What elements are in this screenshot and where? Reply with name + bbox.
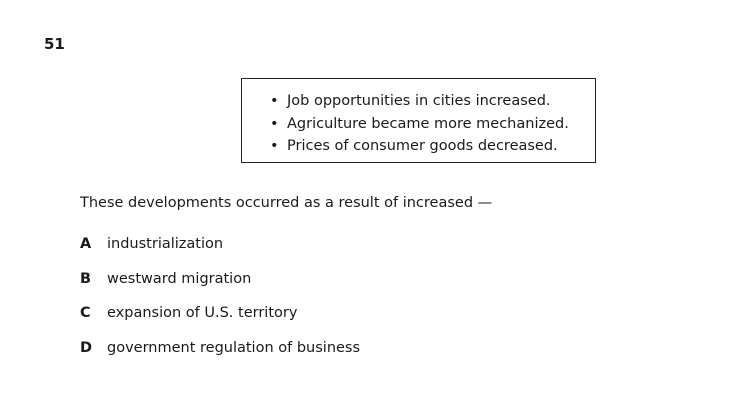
choice-letter: C	[80, 305, 91, 322]
choice-letter: D	[80, 339, 93, 356]
bullet-icon: •	[270, 138, 279, 154]
choice-letter: B	[80, 270, 92, 287]
bullet-item: • Prices of consumer goods decreased.	[270, 135, 595, 158]
choice-text: government regulation of business	[107, 339, 361, 356]
choice-text: industrialization	[107, 236, 224, 252]
bullet-text: Agriculture became more mechanized.	[287, 115, 569, 132]
bullet-icon: •	[270, 115, 279, 132]
bullet-list: • Job opportunities in cities increased.…	[270, 90, 595, 158]
bullet-icon: •	[270, 93, 279, 109]
info-box: • Job opportunities in cities increased.…	[241, 78, 596, 163]
bullet-text: Prices of consumer goods decreased.	[287, 138, 558, 154]
choice-text: expansion of U.S. territory	[107, 305, 298, 322]
bullet-text: Job opportunities in cities increased.	[287, 93, 551, 109]
choice-text: westward migration	[107, 270, 252, 287]
question-stem: These developments occurred as a result …	[80, 195, 493, 211]
question-number: 51	[44, 35, 65, 53]
bullet-item: • Job opportunities in cities increased.	[270, 90, 595, 113]
bullet-item: • Agriculture became more mechanized.	[270, 113, 595, 136]
choice-letter: A	[80, 236, 92, 252]
